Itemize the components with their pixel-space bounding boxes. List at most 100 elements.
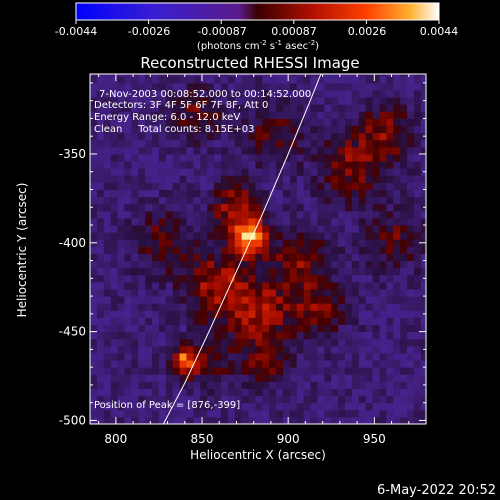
heatmap-pixel (324, 260, 332, 269)
heatmap-pixel (131, 232, 139, 240)
heatmap-pixel (193, 146, 201, 155)
heatmap-pixel (241, 338, 250, 347)
heatmap-pixel (103, 360, 112, 368)
heatmap-pixel (358, 161, 367, 169)
heatmap-pixel (186, 232, 194, 240)
heatmap-pixel (262, 374, 270, 382)
heatmap-pixel (220, 374, 229, 382)
heatmap-pixel (345, 232, 353, 240)
heatmap-pixel (165, 82, 174, 91)
heatmap-pixel (269, 189, 277, 198)
heatmap-pixel (386, 132, 394, 141)
heatmap-pixel (158, 111, 167, 119)
heatmap-pixel (241, 381, 250, 389)
heatmap-pixel (413, 402, 422, 411)
heatmap-pixel (289, 402, 298, 411)
heatmap-pixel (317, 104, 325, 112)
heatmap-pixel (289, 139, 298, 148)
heatmap-pixel (296, 161, 305, 169)
heatmap-pixel (131, 132, 139, 141)
heatmap-pixel (207, 239, 215, 247)
heatmap-pixel (289, 104, 298, 112)
heatmap-pixel (282, 82, 291, 91)
heatmap-pixel (413, 246, 422, 254)
heatmap-pixel (172, 345, 181, 354)
heatmap-pixel (248, 75, 256, 84)
heatmap-pixel (413, 75, 422, 84)
heatmap-pixel (186, 360, 194, 368)
heatmap-pixel (289, 296, 298, 304)
heatmap-pixel (131, 367, 139, 375)
heatmap-pixel (379, 89, 387, 98)
heatmap-pixel (393, 303, 401, 311)
heatmap-pixel (413, 217, 422, 226)
heatmap-pixel (365, 132, 374, 141)
heatmap-pixel (407, 246, 415, 254)
heatmap-pixel (420, 104, 426, 112)
heatmap-pixel (262, 338, 270, 347)
heatmap-pixel (200, 196, 208, 205)
heatmap-pixel (296, 310, 305, 318)
heatmap-pixel (124, 97, 132, 105)
heatmap-pixel (186, 267, 194, 276)
heatmap-pixel (241, 303, 250, 311)
heatmap-pixel (365, 217, 374, 226)
heatmap-pixel (351, 388, 360, 397)
heatmap-pixel (234, 118, 243, 127)
heatmap-pixel (262, 97, 270, 105)
heatmap-pixel (220, 153, 229, 162)
heatmap-pixel (179, 153, 187, 162)
heatmap-pixel (317, 395, 325, 404)
heatmap-pixel (227, 97, 236, 105)
heatmap-pixel (193, 409, 201, 418)
heatmap-pixel (269, 82, 277, 91)
heatmap-pixel (386, 89, 394, 98)
heatmap-pixel (131, 153, 139, 162)
heatmap-pixel (255, 338, 263, 347)
heatmap-pixel (255, 132, 263, 141)
heatmap-pixel (338, 296, 346, 304)
heatmap-pixel (269, 239, 277, 247)
heatmap-pixel (172, 260, 181, 269)
heatmap-pixel (365, 303, 374, 311)
heatmap-pixel (393, 132, 401, 141)
heatmap-pixel (241, 374, 250, 382)
heatmap-pixel (420, 367, 426, 375)
heatmap-pixel (193, 281, 201, 290)
heatmap-pixel (200, 267, 208, 276)
heatmap-pixel (214, 232, 222, 240)
heatmap-pixel (379, 210, 387, 219)
heatmap-pixel (331, 331, 339, 340)
heatmap-pixel (276, 196, 284, 205)
heatmap-pixel (413, 139, 422, 148)
heatmap-pixel (365, 203, 374, 212)
heatmap-pixel (207, 331, 215, 340)
heatmap-pixel (345, 89, 353, 98)
heatmap-pixel (351, 338, 360, 347)
heatmap-pixel (372, 125, 380, 134)
heatmap-pixel (241, 388, 250, 397)
heatmap-pixel (358, 189, 367, 198)
heatmap-pixel (227, 182, 236, 190)
heatmap-pixel (145, 274, 153, 283)
heatmap-pixel (179, 196, 187, 205)
heatmap-pixel (193, 189, 201, 198)
heatmap-pixel (407, 253, 415, 262)
heatmap-pixel (365, 374, 374, 382)
heatmap-pixel (96, 246, 105, 254)
heatmap-pixel (317, 267, 325, 276)
heatmap-pixel (96, 324, 105, 333)
heatmap-pixel (227, 153, 236, 162)
heatmap-pixel (351, 303, 360, 311)
heatmap-pixel (179, 274, 187, 283)
heatmap-pixel (193, 345, 201, 354)
heatmap-pixel (345, 217, 353, 226)
heatmap-pixel (96, 111, 105, 119)
heatmap-pixel (207, 146, 215, 155)
heatmap-pixel (331, 381, 339, 389)
heatmap-pixel (241, 232, 250, 240)
heatmap-pixel (255, 175, 263, 183)
heatmap-pixel (241, 296, 250, 304)
heatmap-pixel (303, 139, 312, 148)
heatmap-pixel (158, 118, 167, 127)
